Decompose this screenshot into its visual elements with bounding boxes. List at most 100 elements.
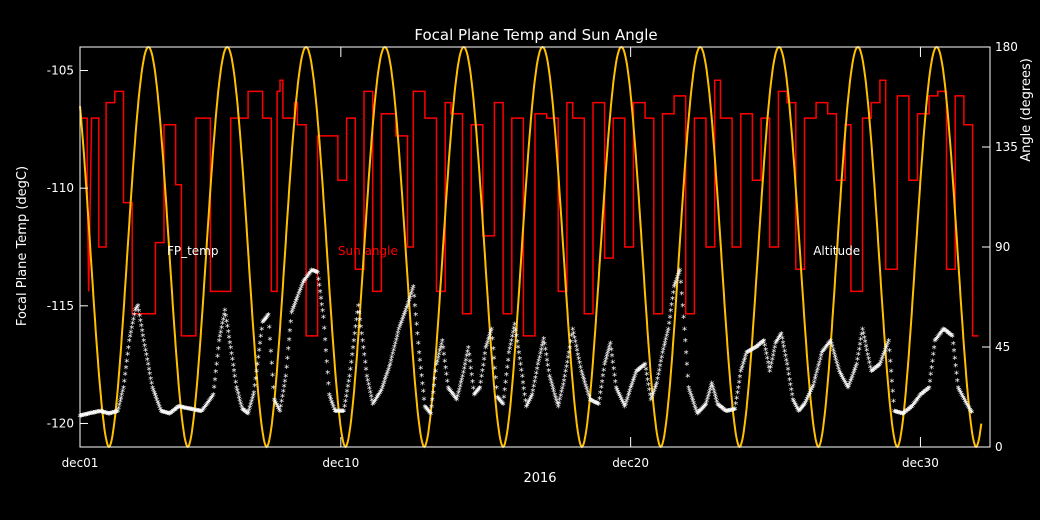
fp-temp-point: *	[598, 389, 603, 400]
fp-temp-point: *	[670, 295, 675, 306]
fp-temp-point: *	[858, 341, 863, 352]
fp-temp-point: *	[774, 338, 779, 349]
fp-temp-point: *	[924, 386, 929, 397]
fp-temp-point: *	[789, 386, 794, 397]
fp-temp-point: *	[628, 384, 633, 395]
fp-temp-point: *	[786, 366, 791, 377]
fp-temp-point: *	[282, 378, 287, 389]
fp-temp-point: *	[509, 337, 514, 348]
fp-temp-point: *	[238, 399, 243, 410]
fp-temp-point: *	[714, 398, 719, 409]
fp-temp-point: *	[260, 318, 265, 329]
fp-temp-point: *	[347, 372, 352, 383]
fp-temp-point: *	[326, 380, 331, 391]
fp-temp-point: *	[897, 409, 902, 420]
fp-temp-point: *	[275, 403, 280, 414]
fp-temp-point: *	[856, 351, 861, 362]
fp-temp-point: *	[450, 390, 455, 401]
fp-temp-point: *	[382, 379, 387, 390]
fp-temp-point: *	[652, 387, 657, 398]
fp-temp-point: *	[876, 362, 881, 373]
fp-temp-point: *	[366, 381, 371, 392]
fp-temp-point: *	[141, 337, 146, 348]
fp-temp-point: *	[166, 410, 171, 421]
fp-temp-point: *	[174, 404, 179, 415]
fp-temp-point: *	[909, 403, 914, 414]
fp-temp-point: *	[882, 349, 887, 360]
fp-temp-point: *	[154, 396, 159, 407]
fp-temp-point: *	[443, 364, 448, 375]
fp-temp-point: *	[420, 380, 425, 391]
fp-temp-point: *	[152, 389, 157, 400]
fp-temp-point: *	[233, 379, 238, 390]
fp-temp-point: *	[240, 405, 245, 416]
fp-temp-point: *	[500, 400, 505, 411]
fp-temp-point: *	[149, 380, 154, 391]
fp-temp-point: *	[206, 399, 211, 410]
fp-temp-point: *	[102, 409, 107, 420]
fp-temp-point: *	[309, 267, 314, 278]
fp-temp-point: *	[705, 395, 710, 406]
fp-temp-point: *	[704, 398, 709, 409]
fp-temp-point: *	[755, 342, 760, 353]
fp-temp-point: *	[218, 328, 223, 339]
fp-temp-point: *	[402, 309, 407, 320]
fp-temp-point: *	[790, 396, 795, 407]
fp-temp-point: *	[564, 363, 569, 374]
fp-temp-point: *	[848, 377, 853, 388]
fp-temp-point: *	[530, 391, 535, 402]
fp-temp-point: *	[403, 307, 408, 318]
fp-temp-point: *	[799, 405, 804, 416]
fp-temp-point: *	[241, 407, 246, 418]
fp-temp-point: *	[401, 314, 406, 325]
fp-temp-point: *	[528, 395, 533, 406]
right-tick-label: 45	[995, 340, 1010, 354]
fp-temp-point: *	[699, 405, 704, 416]
fp-temp-point: *	[879, 356, 884, 367]
fp-temp-point: *	[378, 388, 383, 399]
fp-temp-point: *	[657, 366, 662, 377]
fp-temp-point: *	[155, 398, 160, 409]
fp-temp-point: *	[92, 409, 97, 420]
fp-temp-point: *	[920, 390, 925, 401]
fp-temp-point: *	[140, 332, 145, 343]
fp-temp-point: *	[97, 408, 102, 419]
fp-temp-point: *	[132, 311, 137, 322]
fp-temp-point: *	[93, 409, 98, 420]
fp-temp-point: *	[930, 357, 935, 368]
fp-temp-point: *	[870, 367, 875, 378]
fp-temp-point: *	[307, 270, 312, 281]
fp-temp-point: *	[267, 323, 272, 334]
fp-temp-point: *	[308, 269, 313, 280]
fp-temp-point: *	[159, 408, 164, 419]
fp-temp-point: *	[460, 372, 465, 383]
fp-temp-point: *	[433, 368, 438, 379]
fp-temp-point: *	[189, 406, 194, 417]
fp-temp-point: *	[273, 398, 278, 409]
fp-temp-point: *	[109, 409, 114, 420]
fp-temp-point: *	[559, 388, 564, 399]
fp-temp-point: *	[697, 407, 702, 418]
fp-temp-point: *	[441, 351, 446, 362]
fp-temp-point: *	[105, 410, 110, 421]
fp-temp-point: *	[539, 346, 544, 357]
fp-temp-point: *	[407, 296, 412, 307]
fp-temp-point: *	[686, 384, 691, 395]
fp-temp-point: *	[303, 275, 308, 286]
fp-temp-point: *	[575, 351, 580, 362]
fp-temp-point: *	[324, 358, 329, 369]
fp-temp-point: *	[383, 374, 388, 385]
fp-temp-point: *	[370, 401, 375, 412]
fp-temp-point: *	[299, 283, 304, 294]
fp-temp-point: *	[409, 288, 414, 299]
fp-temp-point: *	[110, 409, 115, 420]
fp-temp-point: *	[894, 408, 899, 419]
fp-temp-point: *	[624, 398, 629, 409]
fp-temp-point: *	[713, 395, 718, 406]
fp-temp-point: *	[950, 332, 955, 343]
fp-temp-point: *	[200, 406, 205, 417]
fp-temp-point: *	[379, 387, 384, 398]
fp-temp-point: *	[234, 384, 239, 395]
fp-temp-point: *	[765, 355, 770, 366]
fp-temp-point: *	[851, 370, 856, 381]
